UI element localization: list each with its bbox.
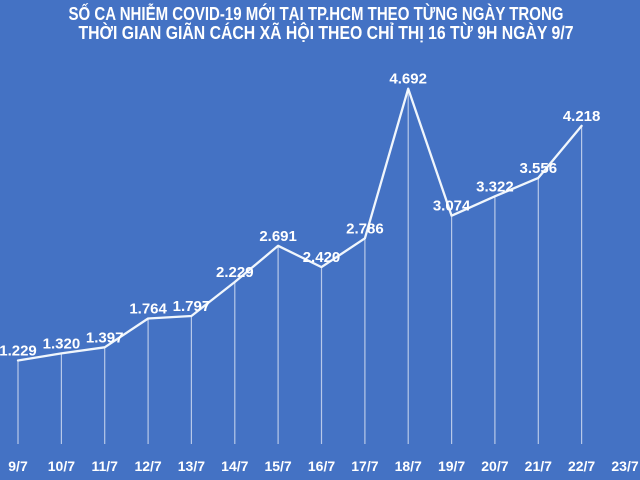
data-label: 1.397 (86, 329, 124, 346)
data-label: 1.229 (0, 343, 37, 360)
x-axis-label: 18/7 (395, 458, 422, 474)
data-label: 3.322 (476, 178, 514, 195)
x-axis-label: 16/7 (308, 458, 335, 474)
x-axis-label: 19/7 (438, 458, 465, 474)
data-label: 3.074 (433, 198, 471, 215)
data-label: 1.764 (129, 301, 167, 318)
x-axis-label: 23/7 (611, 458, 638, 474)
x-axis-label: 13/7 (178, 458, 205, 474)
data-label: 2.420 (303, 249, 341, 266)
data-label: 2.229 (216, 264, 254, 281)
x-axis-label: 17/7 (351, 458, 378, 474)
data-label: 4.218 (563, 108, 601, 125)
data-label: 1.320 (43, 335, 81, 352)
data-label: 1.797 (173, 298, 211, 315)
x-axis-label: 22/7 (568, 458, 595, 474)
x-axis-label: 10/7 (48, 458, 75, 474)
x-axis-label: 21/7 (525, 458, 552, 474)
x-axis-label: 15/7 (264, 458, 291, 474)
x-axis-label: 9/7 (8, 458, 28, 474)
chart-title-line2: THỜI GIAN GIÃN CÁCH XÃ HỘI THEO CHỈ THỊ … (79, 22, 574, 43)
series-line (16, 87, 583, 362)
x-axis-label: 14/7 (221, 458, 248, 474)
x-axis-label: 20/7 (481, 458, 508, 474)
plot-area: 1.229 1.320 1.397 1.764 1.797 2.229 2.691 2.420… (0, 71, 639, 474)
data-label: 2.786 (346, 220, 384, 237)
data-label: 4.692 (389, 71, 427, 88)
data-label: 2.691 (259, 228, 297, 245)
chart-title-line1: SỐ CA NHIỄM COVID-19 MỚI TẠI TP.HCM THEO… (69, 3, 564, 24)
x-axis-label: 11/7 (91, 458, 118, 474)
x-axis-label: 12/7 (134, 458, 161, 474)
data-label: 3.556 (520, 160, 558, 177)
